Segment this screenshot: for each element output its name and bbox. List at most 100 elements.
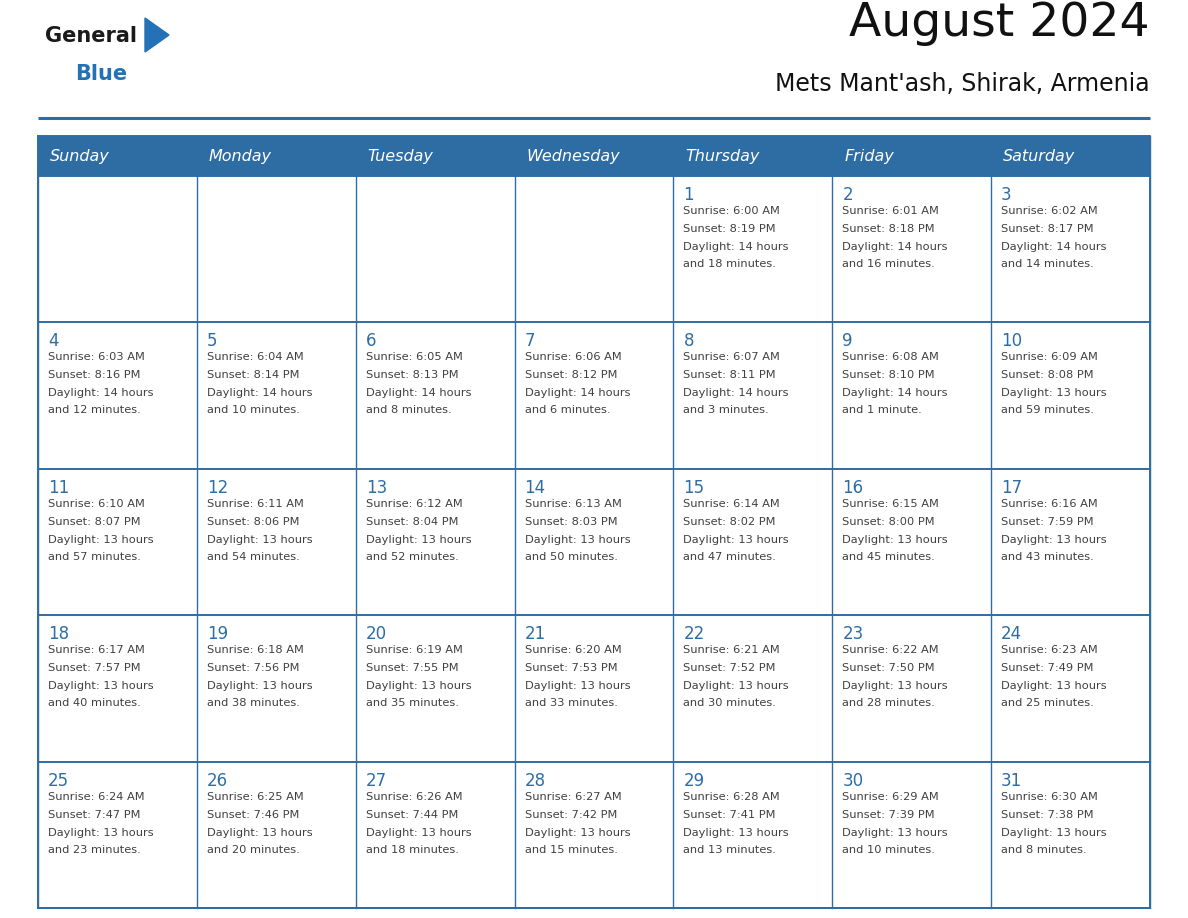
Bar (991, 762, 1150, 908)
Text: Daylight: 14 hours: Daylight: 14 hours (207, 388, 312, 398)
Text: Sunset: 7:41 PM: Sunset: 7:41 PM (683, 810, 776, 820)
Text: Blue: Blue (75, 64, 127, 84)
Text: Sunrise: 6:11 AM: Sunrise: 6:11 AM (207, 498, 304, 509)
Text: and 6 minutes.: and 6 minutes. (525, 406, 611, 416)
Bar (514, 469, 674, 615)
Text: and 8 minutes.: and 8 minutes. (1001, 845, 1087, 855)
Bar (674, 469, 833, 615)
Text: Sunset: 7:59 PM: Sunset: 7:59 PM (1001, 517, 1094, 527)
Text: Sunrise: 6:16 AM: Sunrise: 6:16 AM (1001, 498, 1098, 509)
Text: Daylight: 13 hours: Daylight: 13 hours (525, 828, 630, 837)
Bar (514, 176, 674, 322)
Text: Sunset: 8:18 PM: Sunset: 8:18 PM (842, 224, 935, 234)
Text: 8: 8 (683, 332, 694, 351)
Text: 21: 21 (525, 625, 545, 644)
Text: and 25 minutes.: and 25 minutes. (1001, 699, 1094, 708)
Text: 7: 7 (525, 332, 535, 351)
Text: Sunset: 8:12 PM: Sunset: 8:12 PM (525, 370, 617, 380)
Bar (833, 176, 991, 322)
Text: Sunset: 8:03 PM: Sunset: 8:03 PM (525, 517, 618, 527)
Text: Sunrise: 6:25 AM: Sunrise: 6:25 AM (207, 791, 304, 801)
Text: Sunset: 8:06 PM: Sunset: 8:06 PM (207, 517, 299, 527)
Text: Daylight: 13 hours: Daylight: 13 hours (842, 828, 948, 837)
Bar (355, 469, 514, 615)
Bar (833, 615, 991, 762)
Text: Sunrise: 6:14 AM: Sunrise: 6:14 AM (683, 498, 781, 509)
Bar (991, 136, 1150, 176)
Bar (674, 762, 833, 908)
Text: Sunrise: 6:19 AM: Sunrise: 6:19 AM (366, 645, 462, 655)
Text: 28: 28 (525, 772, 545, 789)
Text: Sunrise: 6:03 AM: Sunrise: 6:03 AM (48, 353, 145, 363)
Text: 27: 27 (366, 772, 387, 789)
Text: Daylight: 14 hours: Daylight: 14 hours (48, 388, 153, 398)
Text: Sunrise: 6:21 AM: Sunrise: 6:21 AM (683, 645, 781, 655)
Text: 1: 1 (683, 186, 694, 204)
Text: and 28 minutes.: and 28 minutes. (842, 699, 935, 708)
Text: Wednesday: Wednesday (526, 149, 620, 163)
Bar (514, 615, 674, 762)
Text: Sunset: 8:14 PM: Sunset: 8:14 PM (207, 370, 299, 380)
Text: Daylight: 13 hours: Daylight: 13 hours (366, 681, 472, 691)
Text: and 3 minutes.: and 3 minutes. (683, 406, 769, 416)
Text: and 23 minutes.: and 23 minutes. (48, 845, 140, 855)
Text: 26: 26 (207, 772, 228, 789)
Text: and 45 minutes.: and 45 minutes. (842, 552, 935, 562)
Bar (674, 136, 833, 176)
Text: Daylight: 13 hours: Daylight: 13 hours (48, 828, 153, 837)
Text: Sunset: 7:55 PM: Sunset: 7:55 PM (366, 663, 459, 673)
Text: 9: 9 (842, 332, 853, 351)
Text: 3: 3 (1001, 186, 1012, 204)
Text: Sunset: 8:00 PM: Sunset: 8:00 PM (842, 517, 935, 527)
Bar (355, 136, 514, 176)
Text: Sunrise: 6:10 AM: Sunrise: 6:10 AM (48, 498, 145, 509)
Text: Sunrise: 6:27 AM: Sunrise: 6:27 AM (525, 791, 621, 801)
Bar (833, 762, 991, 908)
Bar (355, 615, 514, 762)
Text: Sunrise: 6:07 AM: Sunrise: 6:07 AM (683, 353, 781, 363)
Text: Sunset: 7:39 PM: Sunset: 7:39 PM (842, 810, 935, 820)
Text: Sunset: 7:46 PM: Sunset: 7:46 PM (207, 810, 299, 820)
Text: Sunset: 7:50 PM: Sunset: 7:50 PM (842, 663, 935, 673)
Text: Sunrise: 6:13 AM: Sunrise: 6:13 AM (525, 498, 621, 509)
Polygon shape (145, 18, 169, 52)
Text: 4: 4 (48, 332, 58, 351)
Bar (38, 615, 197, 762)
Text: Mets Mant'ash, Shirak, Armenia: Mets Mant'ash, Shirak, Armenia (776, 72, 1150, 96)
Text: Sunset: 8:17 PM: Sunset: 8:17 PM (1001, 224, 1094, 234)
Text: and 20 minutes.: and 20 minutes. (207, 845, 299, 855)
Text: Daylight: 13 hours: Daylight: 13 hours (683, 535, 789, 544)
Text: and 8 minutes.: and 8 minutes. (366, 406, 451, 416)
Bar (197, 136, 355, 176)
Text: and 57 minutes.: and 57 minutes. (48, 552, 141, 562)
Text: and 12 minutes.: and 12 minutes. (48, 406, 140, 416)
Text: Sunrise: 6:12 AM: Sunrise: 6:12 AM (366, 498, 462, 509)
Text: Sunrise: 6:15 AM: Sunrise: 6:15 AM (842, 498, 940, 509)
Text: Daylight: 14 hours: Daylight: 14 hours (842, 242, 948, 252)
Text: and 33 minutes.: and 33 minutes. (525, 699, 618, 708)
Text: 5: 5 (207, 332, 217, 351)
Text: Sunrise: 6:08 AM: Sunrise: 6:08 AM (842, 353, 940, 363)
Text: Sunrise: 6:04 AM: Sunrise: 6:04 AM (207, 353, 304, 363)
Text: General: General (45, 26, 137, 46)
Text: Sunset: 8:19 PM: Sunset: 8:19 PM (683, 224, 776, 234)
Text: and 47 minutes.: and 47 minutes. (683, 552, 776, 562)
Text: 20: 20 (366, 625, 387, 644)
Text: Sunset: 8:11 PM: Sunset: 8:11 PM (683, 370, 776, 380)
Text: Daylight: 13 hours: Daylight: 13 hours (683, 828, 789, 837)
Text: and 10 minutes.: and 10 minutes. (842, 845, 935, 855)
Bar (355, 762, 514, 908)
Text: and 59 minutes.: and 59 minutes. (1001, 406, 1094, 416)
Text: and 30 minutes.: and 30 minutes. (683, 699, 776, 708)
Text: Sunrise: 6:17 AM: Sunrise: 6:17 AM (48, 645, 145, 655)
Text: Saturday: Saturday (1003, 149, 1075, 163)
Text: Monday: Monday (209, 149, 272, 163)
Text: Sunrise: 6:05 AM: Sunrise: 6:05 AM (366, 353, 462, 363)
Text: Sunset: 8:10 PM: Sunset: 8:10 PM (842, 370, 935, 380)
Text: Sunrise: 6:06 AM: Sunrise: 6:06 AM (525, 353, 621, 363)
Text: 24: 24 (1001, 625, 1022, 644)
Bar (38, 762, 197, 908)
Text: 25: 25 (48, 772, 69, 789)
Bar (833, 136, 991, 176)
Bar (991, 469, 1150, 615)
